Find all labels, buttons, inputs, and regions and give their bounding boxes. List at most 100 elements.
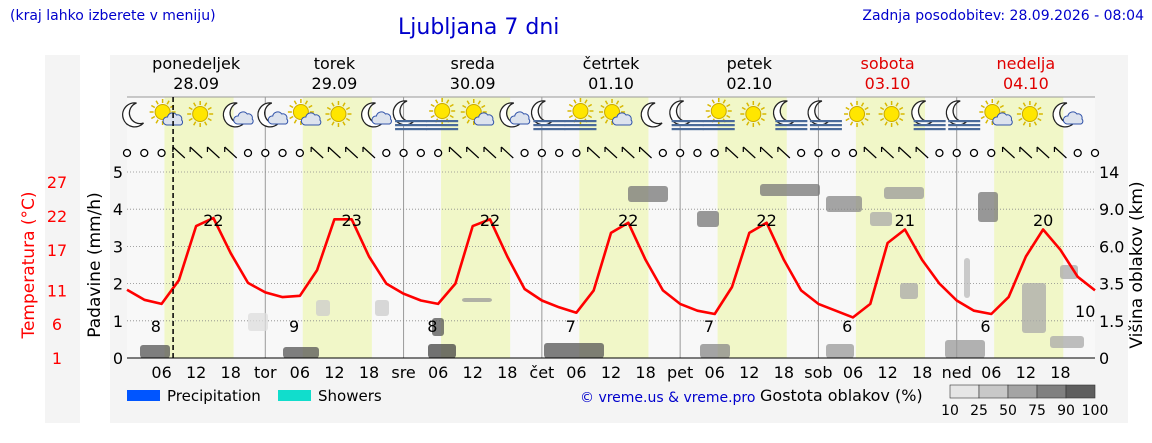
wind-calm-icon (382, 148, 391, 158)
cloud-density-tick: 50 (999, 403, 1017, 419)
day-name: petek (727, 54, 773, 73)
cloud-height-tick-label: 6.0 (1099, 237, 1124, 256)
cloud-patch (375, 300, 389, 316)
wind-calm-icon (935, 148, 944, 158)
temp-tick-label: 6 (52, 315, 62, 334)
hour-tick-label: 06 (290, 363, 310, 382)
daylight-band (441, 97, 511, 358)
temp-tick-label: 1 (52, 349, 62, 368)
precip-tick-label: 3 (113, 237, 123, 256)
cloud-density-swatch (978, 384, 1009, 399)
wind-calm-icon (243, 148, 253, 158)
cloud-patch (978, 192, 998, 222)
wind-barb-icon (345, 146, 359, 159)
moon-fog-icon (669, 100, 704, 131)
wind-calm-icon (399, 148, 408, 158)
cloud-moon-icon (361, 102, 392, 128)
day-date: 30.09 (450, 74, 496, 93)
temperature-label: 22 (480, 211, 500, 230)
wind-calm-icon (433, 148, 443, 158)
temperature-label: 21 (895, 211, 915, 230)
cloud-height-tick-label: 9.0 (1099, 200, 1124, 219)
moon-fog-icon (911, 100, 946, 131)
day-abbrev-label: sre (391, 363, 415, 382)
wind-calm-icon (675, 148, 685, 158)
wind-calm-icon (157, 148, 166, 158)
wind-calm-icon (261, 148, 270, 158)
wind-barb-icon (483, 146, 497, 159)
daylight-band (164, 97, 234, 358)
credit: © vreme.us & vreme.pro (580, 390, 755, 406)
wind-calm-icon (572, 148, 581, 158)
wind-calm-icon (295, 148, 305, 158)
hour-tick-label: 12 (601, 363, 621, 382)
sun-icon (187, 101, 214, 127)
wind-barb-icon (777, 146, 791, 159)
cloud-patch (1022, 283, 1046, 333)
cloud-density-swatch (1036, 384, 1067, 399)
precip-tick-label: 1 (113, 312, 123, 331)
temperature-label: 23 (342, 211, 362, 230)
cloud-patch (462, 298, 492, 302)
wind-calm-icon (987, 148, 996, 158)
sun-cloud-icon (979, 99, 1013, 126)
sun-icon (740, 101, 767, 127)
wind-barb-icon (587, 146, 601, 159)
sun-icon (1016, 101, 1043, 127)
temperature-label: 9 (289, 317, 299, 336)
menu-note: (kraj lahko izberete v meniju) (10, 8, 216, 24)
wind-barb-icon (310, 146, 324, 159)
wind-barb-icon (621, 146, 635, 159)
moon-fog-icon (945, 100, 981, 131)
day-abbrev-label: ned (942, 363, 972, 382)
wind-calm-icon (520, 148, 529, 158)
wind-barb-icon (898, 146, 912, 159)
cloud-density-tick: 90 (1057, 403, 1075, 419)
wind-calm-icon (658, 148, 668, 158)
last-updated: Zadnja posodobitev: 28.09.2026 - 08:04 (862, 8, 1144, 24)
sun-fog-icon (564, 98, 597, 131)
page-title: Ljubljana 7 dni (398, 15, 560, 40)
cloud-height-tick-label: 0 (1099, 349, 1109, 368)
wind-barb-icon (327, 146, 341, 159)
daylight-band (855, 97, 926, 358)
sun-cloud-icon (287, 99, 322, 126)
wind-calm-icon (814, 148, 823, 158)
wind-barb-icon (638, 146, 652, 159)
wind-calm-icon (848, 148, 858, 158)
daylight-band (579, 97, 649, 358)
sun-fog-icon (426, 98, 459, 131)
temperature-label: 22 (618, 211, 638, 230)
hour-tick-label: 12 (739, 363, 759, 382)
wind-barb-icon (880, 146, 894, 159)
sun-cloud-icon (149, 99, 184, 126)
wind-calm-icon (710, 148, 719, 158)
hour-tick-label: 18 (912, 363, 932, 382)
day-name: nedelja (997, 54, 1056, 73)
wind-barb-icon (863, 146, 877, 159)
temperature-label: 8 (427, 317, 437, 336)
wind-calm-icon (278, 148, 287, 158)
wind-barb-icon (1053, 146, 1067, 159)
temperature-label: 20 (1033, 211, 1053, 230)
hour-tick-label: 18 (497, 363, 517, 382)
cloud-height-axis-label: Višina oblakov (km) (1127, 181, 1147, 348)
wind-barb-icon (725, 146, 739, 159)
wind-calm-icon (952, 148, 961, 158)
wind-calm-icon (416, 148, 426, 158)
cloud-patch (316, 300, 330, 316)
hour-tick-label: 18 (774, 363, 794, 382)
temperature-label: 7 (566, 317, 576, 336)
hour-tick-label: 06 (843, 363, 863, 382)
sun-fog-icon (702, 98, 735, 131)
wind-calm-icon (122, 148, 132, 158)
hour-tick-label: 06 (705, 363, 725, 382)
cloud-patch (884, 187, 924, 199)
cloud-patch (900, 283, 918, 299)
cloud-density-swatch (949, 384, 980, 399)
cloud-patch (248, 313, 268, 331)
day-name: torek (314, 54, 356, 73)
precipitation-swatch (127, 390, 160, 401)
left-panel-bg (45, 55, 80, 423)
showers-swatch (278, 390, 311, 401)
